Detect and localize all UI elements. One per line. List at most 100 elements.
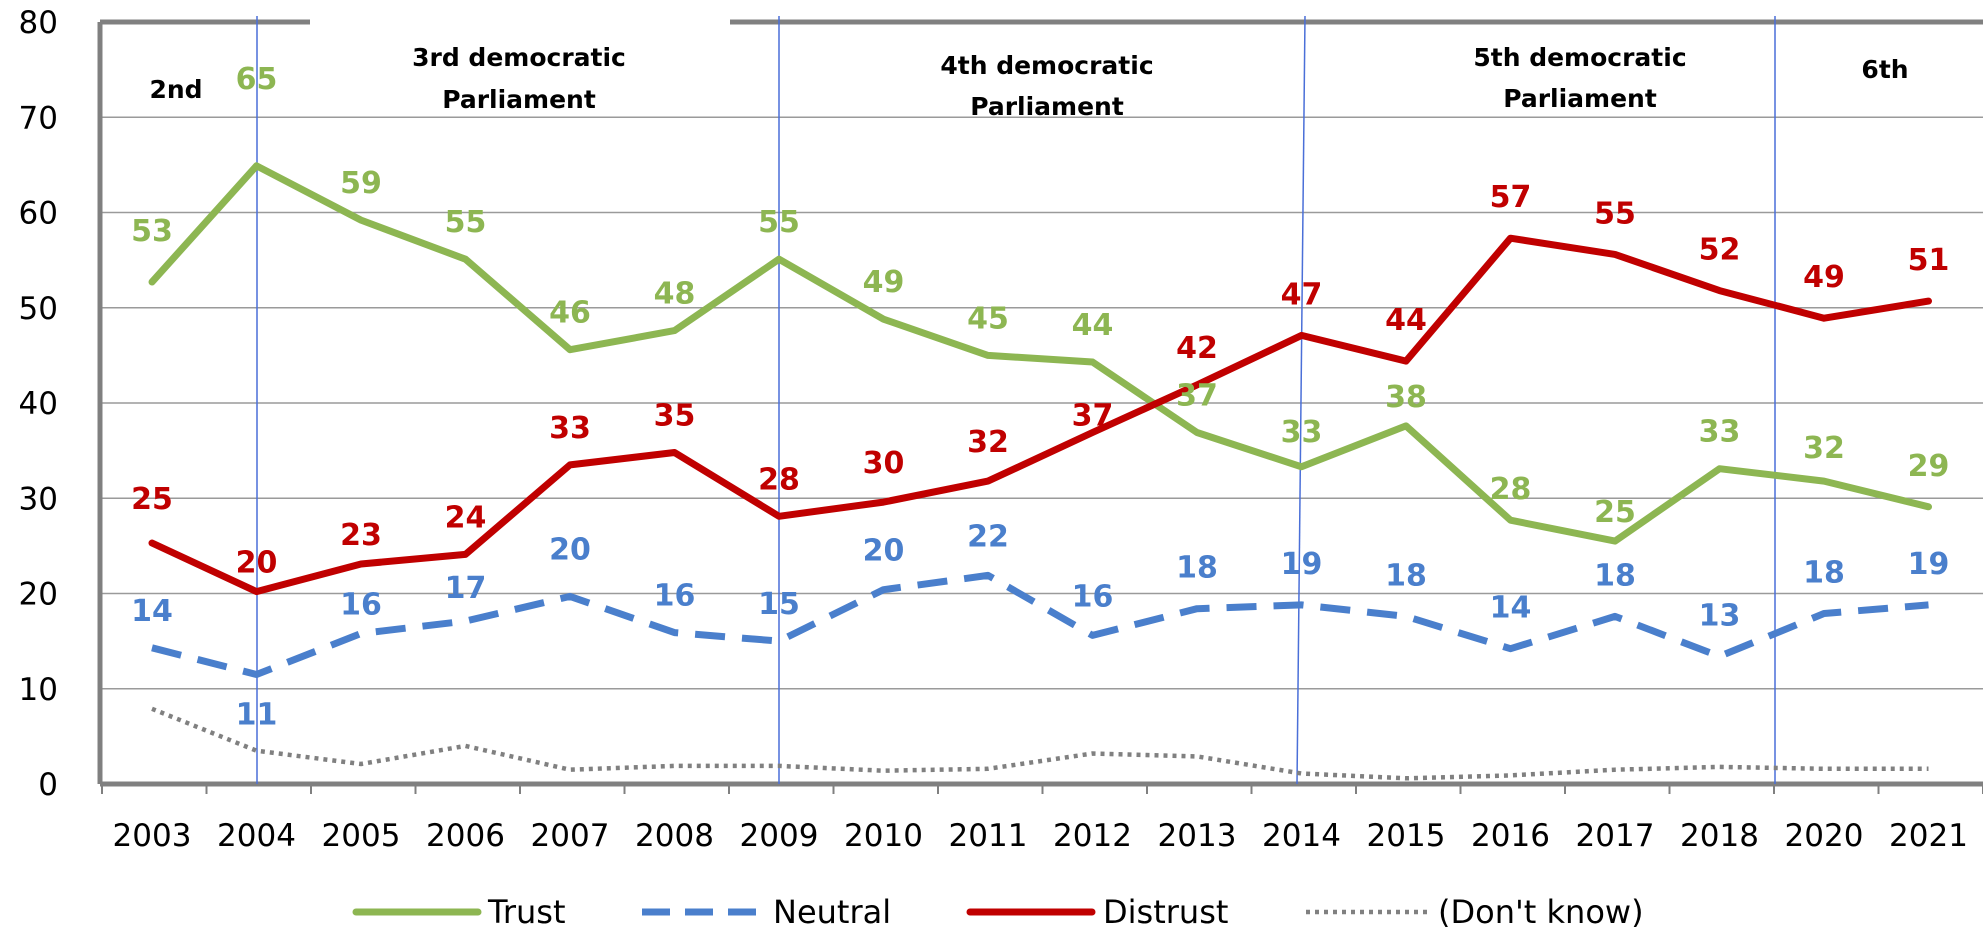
data-label-trust: 48 (654, 277, 696, 312)
data-label-distrust: 32 (967, 425, 1009, 460)
period-label-1: 2nd (149, 75, 202, 104)
data-label-trust: 53 (131, 214, 173, 249)
data-label-trust: 55 (758, 205, 800, 240)
x-tick-label: 2010 (844, 818, 923, 854)
period-sublabel-2: Parliament (442, 85, 596, 114)
data-label-trust: 32 (1803, 431, 1845, 466)
period-labels: 2nd 3rd democratic Parliament 4th democrati… (149, 43, 1908, 121)
x-tick-label: 2008 (635, 818, 714, 854)
period-label-5: 6th (1861, 55, 1908, 84)
x-tick-label: 2017 (1576, 818, 1655, 854)
data-label-neutral: 19 (1908, 547, 1950, 582)
period-sublabel-4: Parliament (1503, 84, 1657, 113)
data-label-neutral: 20 (863, 534, 905, 569)
data-label-distrust: 57 (1490, 180, 1532, 215)
data-label-trust: 59 (340, 166, 382, 201)
data-label-distrust: 52 (1699, 233, 1741, 268)
x-tick-label: 2011 (949, 818, 1028, 854)
data-label-distrust: 25 (131, 482, 173, 517)
data-label-neutral: 14 (1490, 591, 1532, 626)
data-label-neutral: 16 (340, 588, 382, 623)
y-tick-label: 10 (19, 672, 58, 708)
y-tick-label: 0 (38, 767, 58, 803)
data-label-distrust: 44 (1385, 303, 1427, 338)
x-tick-label: 2016 (1471, 818, 1550, 854)
data-label-distrust: 23 (340, 518, 382, 553)
x-tick-label: 2009 (740, 818, 819, 854)
x-tick-label: 2018 (1680, 818, 1759, 854)
data-label-distrust: 33 (549, 411, 591, 446)
data-label-distrust: 51 (1908, 243, 1950, 278)
x-tick-label: 2012 (1053, 818, 1132, 854)
data-label-trust: 45 (967, 301, 1009, 336)
y-axis-ticks: 0 10 20 30 40 50 60 70 80 (19, 5, 58, 803)
legend-label: (Don't know) (1438, 893, 1644, 929)
grid-lines (100, 116, 1983, 690)
data-labels: 53 65 59 55 46 48 55 49 45 44 37 33 38 28 25 33 32 29 14 11… (131, 62, 1949, 733)
data-label-trust: 38 (1385, 380, 1427, 415)
series-line-trust (148, 162, 1932, 545)
data-label-distrust: 28 (758, 462, 800, 497)
plot-frame (97, 19, 1983, 794)
data-label-trust: 49 (863, 265, 905, 300)
x-tick-label: 2006 (426, 818, 505, 854)
data-label-distrust: 55 (1594, 196, 1636, 231)
data-label-distrust: 30 (863, 446, 905, 481)
data-label-neutral: 14 (131, 594, 173, 629)
x-tick-label: 2005 (322, 818, 401, 854)
data-label-distrust: 49 (1803, 260, 1845, 295)
data-label-trust: 46 (549, 296, 591, 331)
x-tick-label: 2014 (1262, 818, 1341, 854)
data-label-neutral: 22 (967, 519, 1009, 554)
period-sublabel-3: Parliament (970, 92, 1124, 121)
period-label-2: 3rd democratic (412, 43, 626, 72)
data-label-neutral: 15 (758, 587, 800, 622)
x-tick-label: 2004 (217, 818, 296, 854)
y-tick-label: 30 (19, 481, 58, 517)
y-tick-label: 20 (19, 577, 58, 613)
period-separators (256, 15, 1776, 785)
data-label-neutral: 11 (236, 697, 278, 732)
legend-label: Distrust (1103, 893, 1228, 929)
data-label-trust: 65 (236, 62, 278, 97)
x-tick-label: 2013 (1158, 818, 1237, 854)
data-label-neutral: 18 (1385, 558, 1427, 593)
data-label-trust: 28 (1490, 472, 1532, 507)
period-label-4: 5th democratic (1473, 43, 1686, 72)
x-tick-label: 2021 (1889, 818, 1968, 854)
legend-label: Trust (487, 893, 566, 929)
legend-label: Neutral (773, 893, 891, 929)
series-line-don-t-know (151, 706, 1929, 781)
series-line-distrust (148, 234, 1932, 596)
y-tick-label: 50 (19, 291, 58, 327)
data-label-neutral: 16 (654, 579, 696, 614)
data-label-distrust: 42 (1176, 331, 1218, 366)
data-label-neutral: 16 (1072, 579, 1114, 614)
x-axis-ticks: 2003 2004 2005 2006 2007 2008 2009 2010 2011 2012… (113, 818, 1968, 854)
data-label-neutral: 19 (1281, 547, 1323, 582)
data-label-neutral: 18 (1803, 556, 1845, 591)
x-tick-label: 2007 (531, 818, 610, 854)
data-label-distrust: 35 (654, 399, 696, 434)
data-label-neutral: 18 (1594, 558, 1636, 593)
data-label-trust: 33 (1281, 415, 1323, 450)
data-label-neutral: 17 (445, 571, 487, 606)
data-label-trust: 25 (1594, 495, 1636, 530)
data-label-distrust: 47 (1281, 277, 1323, 312)
period-separator (1296, 15, 1306, 785)
legend: Trust Neutral Distrust (Don't know) (352, 893, 1644, 929)
data-label-distrust: 37 (1072, 399, 1114, 434)
y-tick-label: 80 (19, 5, 58, 41)
data-label-trust: 37 (1176, 379, 1218, 414)
x-tick-label: 2003 (113, 818, 192, 854)
data-label-trust: 33 (1699, 415, 1741, 450)
data-label-distrust: 24 (445, 500, 487, 535)
data-label-trust: 44 (1072, 308, 1114, 343)
data-label-trust: 29 (1908, 449, 1950, 484)
data-label-neutral: 20 (549, 532, 591, 567)
series-lines (148, 162, 1932, 781)
y-tick-label: 60 (19, 196, 58, 232)
data-label-neutral: 13 (1699, 598, 1741, 633)
data-label-trust: 55 (445, 205, 487, 240)
